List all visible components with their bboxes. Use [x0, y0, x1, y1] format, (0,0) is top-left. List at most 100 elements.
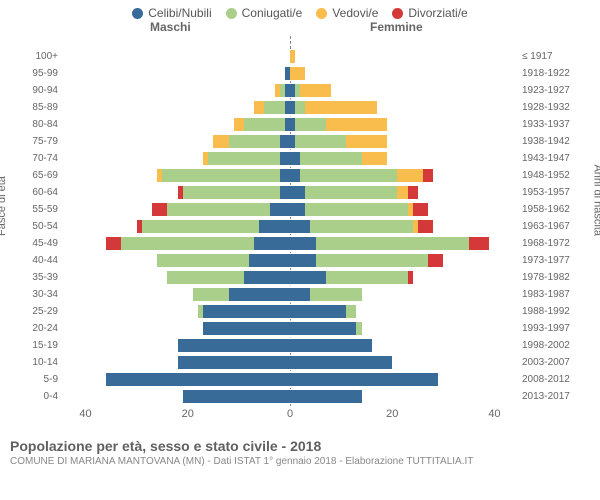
x-tick: 20 — [386, 408, 398, 420]
female-bar — [290, 49, 520, 64]
pyramid-row — [60, 321, 520, 336]
bar-segment — [413, 202, 428, 217]
birth-label: 1958-1962 — [522, 204, 582, 216]
birth-label: 1933-1937 — [522, 119, 582, 131]
bar-segment — [300, 168, 397, 183]
bar-segment — [152, 202, 167, 217]
male-bar — [60, 100, 290, 115]
legend-swatch — [316, 8, 327, 19]
birth-label: 1963-1967 — [522, 221, 582, 233]
population-pyramid-chart: Fasce di età Anni di nascita 0-45-910-14… — [0, 36, 600, 436]
bar-segment — [290, 338, 372, 353]
bar-segment — [142, 219, 260, 234]
bar-segment — [305, 202, 407, 217]
female-bar — [290, 83, 520, 98]
male-bar — [60, 83, 290, 98]
bar-segment — [305, 100, 377, 115]
bar-segment — [167, 270, 244, 285]
age-label: 45-49 — [22, 238, 58, 250]
bar-segment — [290, 66, 305, 81]
female-bar — [290, 355, 520, 370]
bar-segment — [167, 202, 269, 217]
pyramid-row — [60, 287, 520, 302]
bar-segment — [346, 304, 356, 319]
female-bar — [290, 236, 520, 251]
bar-segment — [254, 100, 264, 115]
bar-segment — [290, 389, 362, 404]
birth-label: 2008-2012 — [522, 374, 582, 386]
legend-item: Vedovi/e — [316, 6, 378, 20]
male-bar — [60, 236, 290, 251]
age-label: 0-4 — [22, 391, 58, 403]
female-bar — [290, 372, 520, 387]
female-bar — [290, 202, 520, 217]
age-label: 10-14 — [22, 357, 58, 369]
bar-segment — [106, 236, 121, 251]
male-bar — [60, 270, 290, 285]
bar-segment — [290, 355, 392, 370]
bar-segment — [346, 134, 387, 149]
male-bar — [60, 219, 290, 234]
bar-segment — [356, 321, 361, 336]
bar-segment — [244, 270, 290, 285]
female-bar — [290, 253, 520, 268]
chart-subtitle: COMUNE DI MARIANA MANTOVANA (MN) - Dati … — [10, 456, 590, 467]
birth-label: 1953-1957 — [522, 187, 582, 199]
bar-segment — [300, 83, 331, 98]
bar-segment — [193, 287, 229, 302]
legend-label: Celibi/Nubili — [148, 6, 211, 20]
pyramid-row — [60, 83, 520, 98]
male-bar — [60, 151, 290, 166]
male-bar — [60, 134, 290, 149]
birth-label: 1993-1997 — [522, 323, 582, 335]
birth-label: 1918-1922 — [522, 68, 582, 80]
legend-item: Coniugati/e — [226, 6, 303, 20]
age-label: 70-74 — [22, 153, 58, 165]
male-bar — [60, 202, 290, 217]
age-label: 40-44 — [22, 255, 58, 267]
legend: Celibi/Nubili Coniugati/e Vedovi/e Divorzia… — [0, 0, 600, 20]
bar-segment — [408, 270, 413, 285]
bar-segment — [280, 134, 290, 149]
male-bar — [60, 304, 290, 319]
bar-segment — [229, 134, 280, 149]
bar-segment — [280, 185, 290, 200]
age-label: 25-29 — [22, 306, 58, 318]
pyramid-row — [60, 270, 520, 285]
bar-segment — [183, 185, 280, 200]
bar-segment — [213, 134, 228, 149]
age-labels: 0-45-910-1415-1920-2425-2930-3435-3940-4… — [22, 36, 58, 406]
bar-segment — [295, 117, 326, 132]
pyramid-row — [60, 338, 520, 353]
bar-segment — [295, 134, 346, 149]
male-bar — [60, 253, 290, 268]
age-label: 35-39 — [22, 272, 58, 284]
female-bar — [290, 168, 520, 183]
bar-segment — [305, 185, 397, 200]
birth-label: 1923-1927 — [522, 85, 582, 97]
female-bar — [290, 66, 520, 81]
bar-segment — [244, 117, 285, 132]
male-bar — [60, 338, 290, 353]
legend-label: Divorziati/e — [408, 6, 467, 20]
bar-segment — [316, 253, 428, 268]
y-axis-right-title: Anni di nascita — [592, 164, 600, 236]
bar-segment — [310, 219, 412, 234]
age-label: 55-59 — [22, 204, 58, 216]
bar-segment — [290, 168, 300, 183]
pyramid-row — [60, 66, 520, 81]
male-bar — [60, 66, 290, 81]
female-bar — [290, 151, 520, 166]
age-label: 15-19 — [22, 340, 58, 352]
bar-segment — [290, 151, 300, 166]
pyramid-row — [60, 355, 520, 370]
bar-segment — [178, 338, 290, 353]
bar-segment — [229, 287, 290, 302]
legend-item: Celibi/Nubili — [132, 6, 211, 20]
male-bar — [60, 321, 290, 336]
bar-segment — [290, 321, 356, 336]
bar-segment — [290, 185, 305, 200]
male-header: Maschi — [150, 20, 191, 34]
age-label: 90-94 — [22, 85, 58, 97]
birth-label: 1998-2002 — [522, 340, 582, 352]
